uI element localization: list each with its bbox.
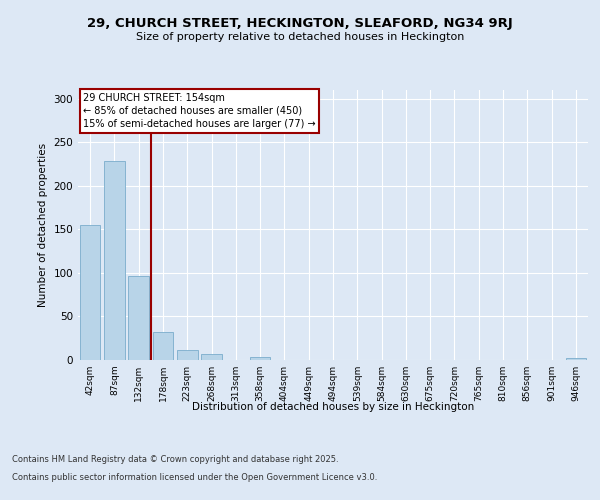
- Bar: [104, 162, 125, 360]
- Text: Size of property relative to detached houses in Heckington: Size of property relative to detached ho…: [136, 32, 464, 42]
- Bar: [80, 225, 100, 360]
- Bar: [177, 350, 197, 360]
- Bar: [566, 358, 586, 360]
- Bar: [128, 276, 149, 360]
- Bar: [152, 332, 173, 360]
- Text: Contains public sector information licensed under the Open Government Licence v3: Contains public sector information licen…: [12, 472, 377, 482]
- Text: Distribution of detached houses by size in Heckington: Distribution of detached houses by size …: [192, 402, 474, 412]
- Text: 29, CHURCH STREET, HECKINGTON, SLEAFORD, NG34 9RJ: 29, CHURCH STREET, HECKINGTON, SLEAFORD,…: [87, 18, 513, 30]
- Y-axis label: Number of detached properties: Number of detached properties: [38, 143, 48, 307]
- Bar: [201, 354, 222, 360]
- Text: 29 CHURCH STREET: 154sqm
← 85% of detached houses are smaller (450)
15% of semi-: 29 CHURCH STREET: 154sqm ← 85% of detach…: [83, 92, 316, 129]
- Bar: [250, 358, 271, 360]
- Text: Contains HM Land Registry data © Crown copyright and database right 2025.: Contains HM Land Registry data © Crown c…: [12, 455, 338, 464]
